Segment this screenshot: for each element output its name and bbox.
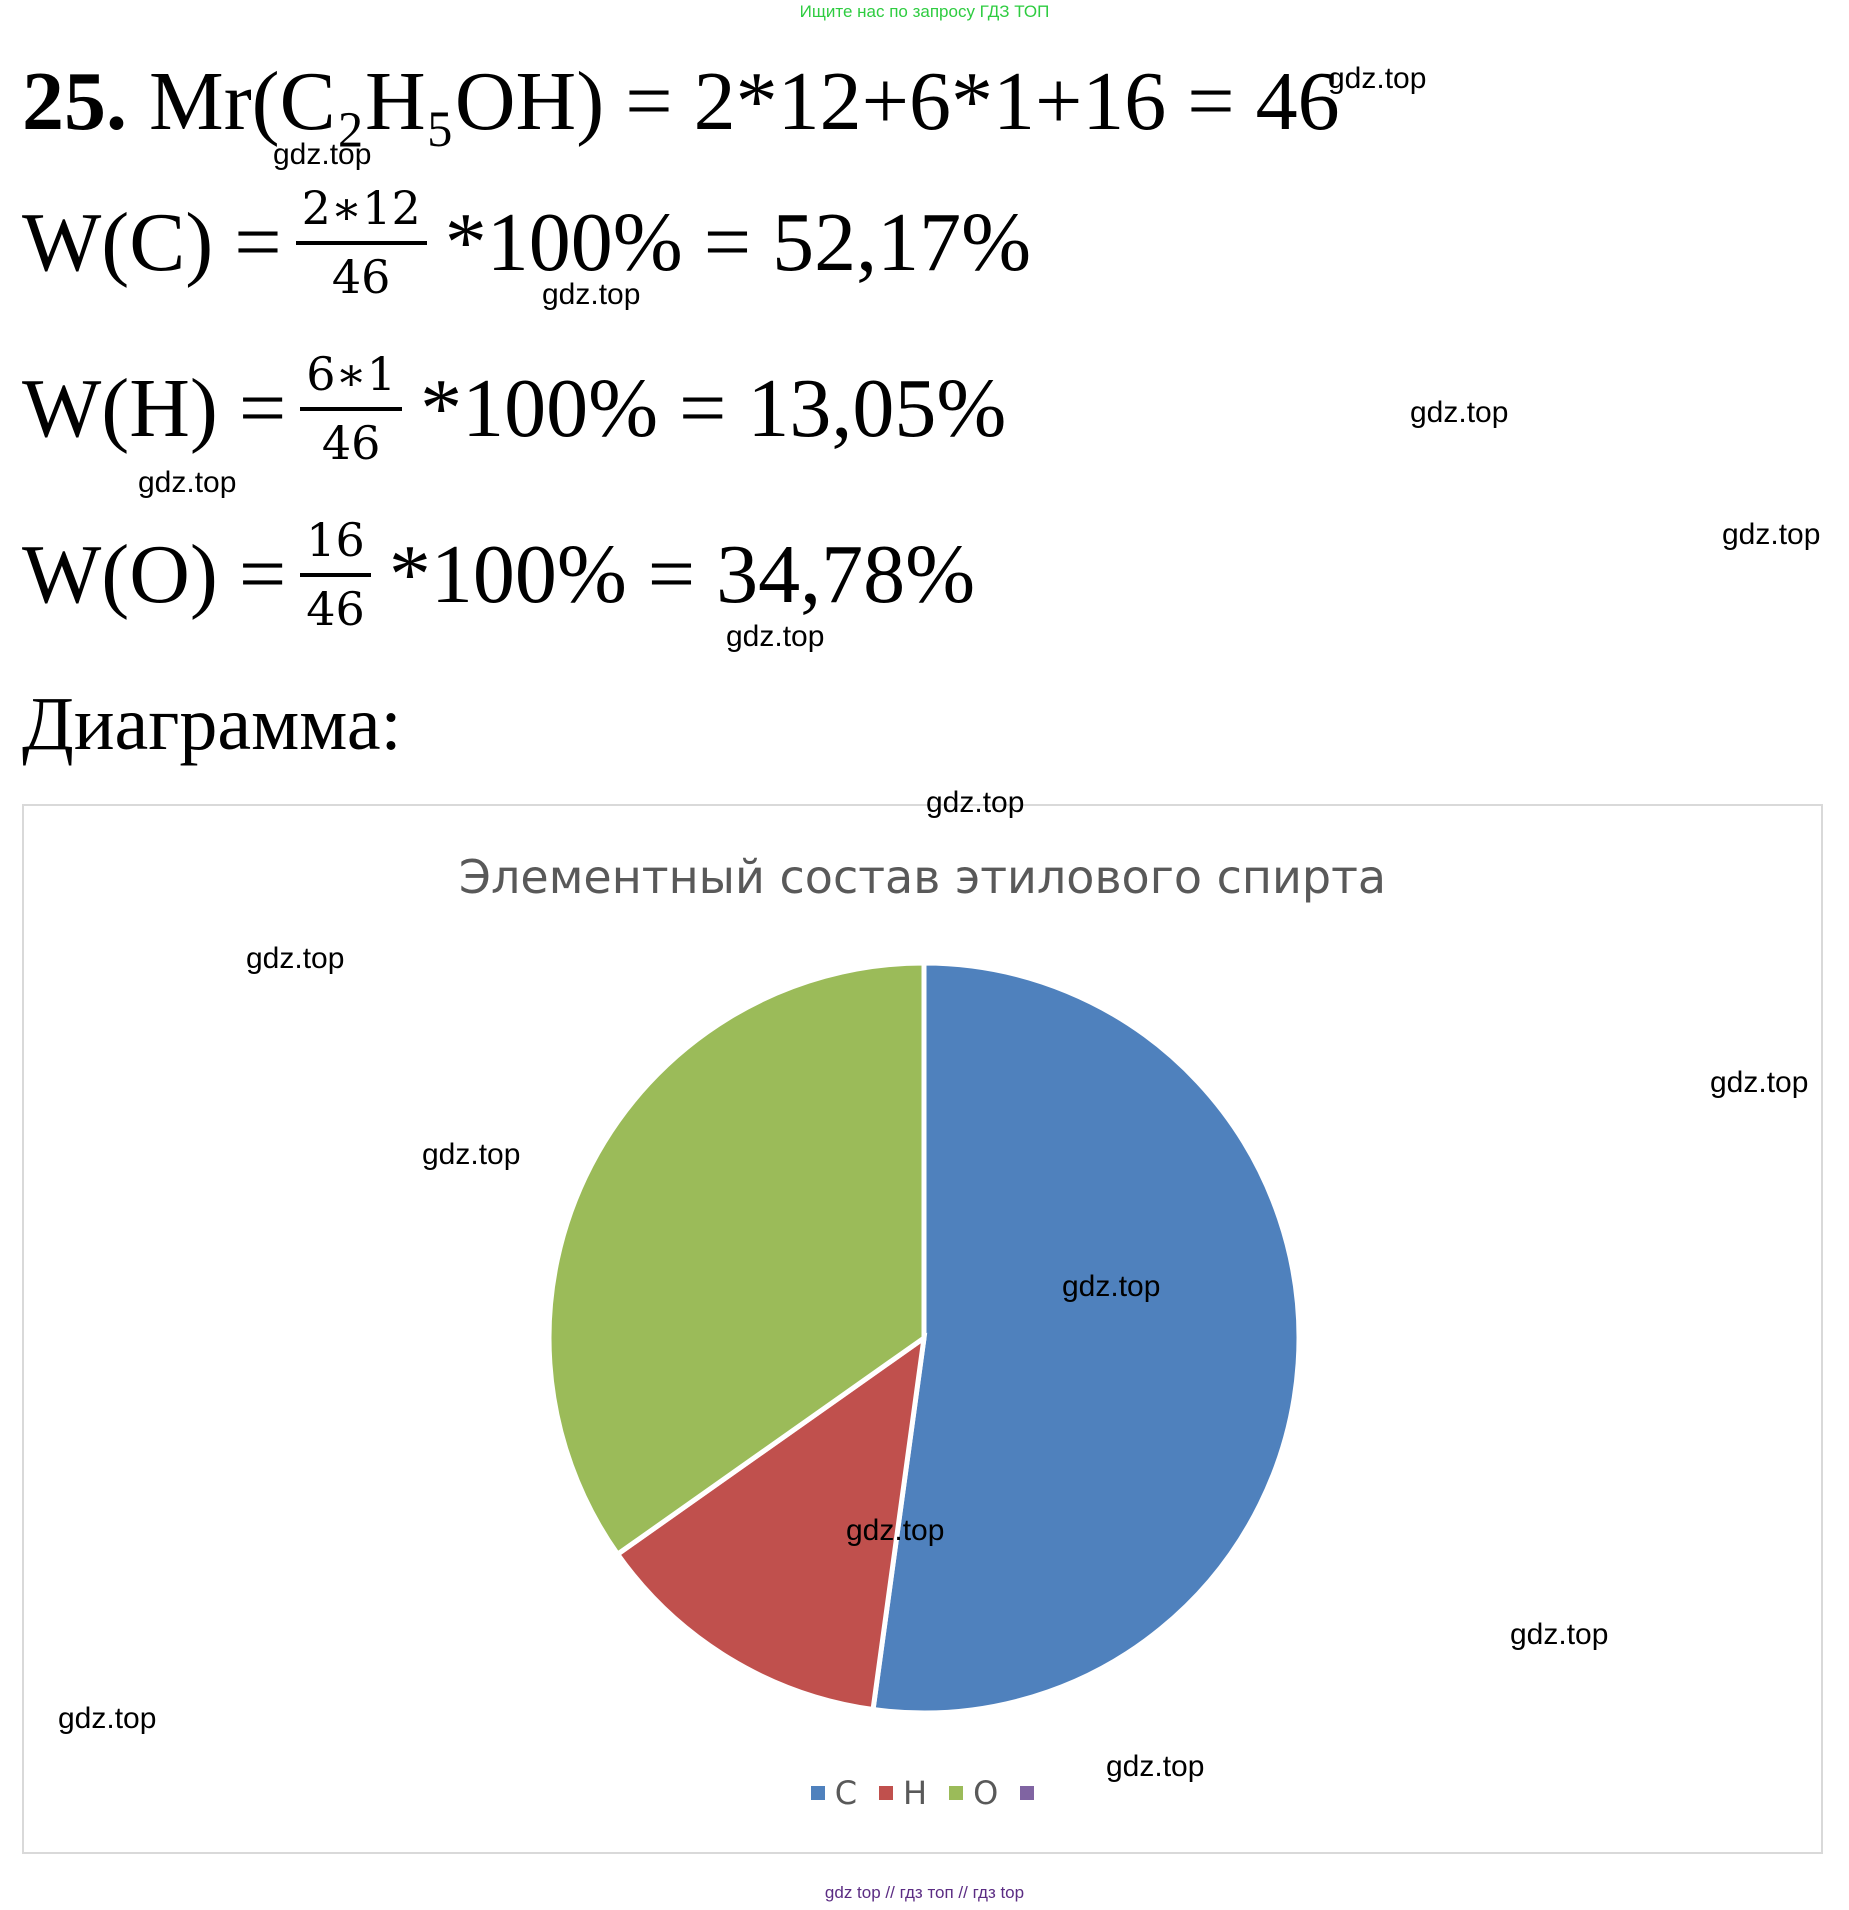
watermark: gdz.top (273, 138, 372, 171)
fraction-rhs: *100% = 52,17% (444, 195, 1032, 289)
fraction-numerator: 16 (306, 513, 365, 567)
header-note: Ищите нас по запросу ГДЗ ТОП (799, 2, 1050, 21)
watermark: gdz.top (1722, 518, 1821, 551)
watermark: gdz.top (246, 942, 345, 975)
mr-formula: Mr(C₂H₅OH) = 2*12+6*1+16 = 46 (149, 55, 1340, 148)
fraction: 6∗1 46 (300, 347, 403, 470)
legend-item (1020, 1774, 1035, 1812)
legend-label: C (834, 1774, 858, 1812)
fraction-denominator: 46 (331, 249, 391, 304)
fraction-lhs: W(C) = (22, 195, 282, 289)
pie-chart: Элементный состав этилового спирта C H O (22, 804, 1823, 1854)
fraction-bar (300, 406, 403, 411)
fraction-lhs: W(O) = (22, 527, 287, 621)
fraction: 16 46 (300, 514, 371, 636)
legend-item: C (810, 1774, 858, 1812)
fraction-lhs: W(H) = (22, 361, 287, 455)
legend-swatch (949, 1786, 964, 1800)
fraction: 2∗12 46 (295, 181, 427, 304)
fraction-rhs: *100% = 34,78% (388, 527, 976, 621)
pie-slice-o (546, 960, 927, 1558)
mass-fraction-carbon: W(C) = 2∗12 46 *100% = 52,17% (22, 182, 1031, 304)
pie-slice-h (614, 1332, 928, 1713)
diagram-heading: Диаграмма: (22, 682, 402, 766)
watermark: gdz.top (1410, 396, 1509, 429)
fraction-bar (300, 572, 371, 577)
watermark: gdz.top (846, 1514, 945, 1547)
watermark: gdz.top (1510, 1618, 1609, 1651)
legend-swatch (1020, 1786, 1035, 1800)
watermark: gdz.top (542, 278, 641, 311)
legend-item: O (949, 1774, 998, 1812)
legend-swatch (810, 1786, 825, 1800)
watermark: gdz.top (1106, 1750, 1205, 1783)
watermark: gdz.top (422, 1138, 521, 1171)
pie-slice-c (870, 960, 1302, 1716)
legend-label: O (973, 1774, 999, 1812)
watermark: gdz.top (926, 786, 1025, 819)
mass-fraction-oxygen: W(O) = 16 46 *100% = 34,78% (22, 514, 975, 636)
watermark: gdz.top (1710, 1066, 1809, 1099)
watermark: gdz.top (726, 620, 825, 653)
footer-note: gdz top // гдз топ // гдз top (824, 1883, 1025, 1902)
watermark: gdz.top (58, 1702, 157, 1735)
legend-swatch (879, 1786, 894, 1800)
chart-title: Элементный состав этилового спирта (458, 850, 1387, 904)
pie-chart-plot (546, 960, 1302, 1716)
fraction-bar (295, 240, 427, 245)
watermark: gdz.top (138, 466, 237, 499)
problem-number: 25. (22, 55, 127, 148)
fraction-numerator: 2∗12 (301, 181, 421, 235)
mass-fraction-hydrogen: W(H) = 6∗1 46 *100% = 13,05% (22, 348, 1006, 470)
fraction-denominator: 46 (306, 581, 365, 636)
legend-label: H (903, 1774, 928, 1812)
watermark: gdz.top (1062, 1270, 1161, 1303)
mr-line: 25. Mr(C₂H₅OH) = 2*12+6*1+16 = 46 (22, 60, 1340, 144)
watermark: gdz.top (1328, 62, 1427, 95)
fraction-rhs: *100% = 13,05% (420, 361, 1007, 455)
fraction-denominator: 46 (321, 415, 381, 470)
fraction-numerator: 6∗1 (306, 347, 397, 401)
legend-item: H (879, 1774, 927, 1812)
